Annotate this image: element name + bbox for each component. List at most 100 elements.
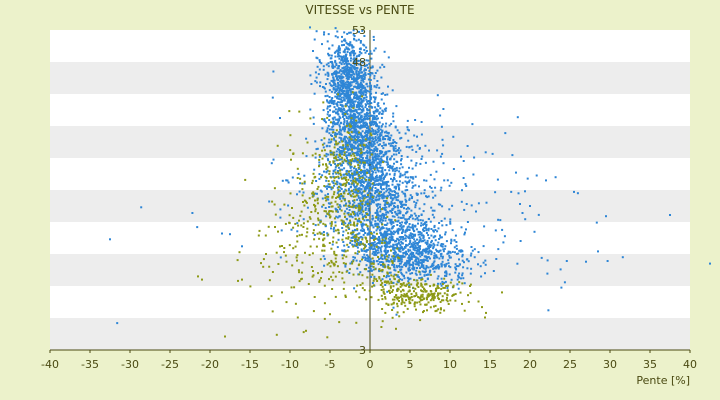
data-point: [369, 79, 372, 81]
data-point: [473, 248, 476, 251]
data-point: [354, 58, 357, 61]
data-point: [236, 259, 239, 262]
data-point: [384, 237, 387, 240]
data-point: [418, 207, 421, 210]
data-point: [347, 200, 350, 203]
data-point: [395, 283, 398, 286]
data-point: [504, 132, 507, 135]
data-point: [376, 183, 379, 186]
data-point: [348, 76, 351, 78]
data-point: [346, 249, 349, 252]
data-point: [412, 252, 415, 254]
data-point: [344, 222, 347, 225]
data-point: [383, 215, 385, 218]
data-point: [372, 171, 375, 174]
data-point: [342, 197, 345, 200]
data-point: [373, 156, 376, 159]
data-point: [427, 256, 430, 259]
data-point: [320, 277, 322, 280]
data-point: [323, 245, 326, 248]
data-point: [395, 105, 398, 108]
data-point: [299, 214, 302, 217]
data-point: [332, 76, 335, 79]
data-point: [417, 253, 420, 255]
data-point: [377, 158, 380, 161]
data-point: [360, 248, 363, 251]
data-point: [332, 193, 335, 196]
data-point: [450, 181, 453, 184]
data-point: [387, 150, 390, 153]
data-point: [313, 203, 315, 206]
data-point: [354, 191, 357, 194]
data-point: [365, 239, 368, 242]
data-point: [412, 235, 415, 238]
y-tick-label: 48: [352, 56, 366, 69]
data-point: [424, 251, 427, 254]
data-point: [314, 71, 317, 74]
data-point: [309, 26, 311, 29]
data-point: [388, 267, 391, 270]
data-point: [369, 162, 372, 164]
data-point: [229, 233, 231, 236]
data-point: [333, 72, 336, 75]
data-point: [410, 257, 413, 259]
data-point: [347, 187, 350, 190]
data-point: [341, 164, 343, 167]
data-point: [365, 298, 368, 301]
data-point: [352, 77, 355, 80]
data-point: [350, 143, 353, 146]
data-point: [347, 145, 349, 148]
data-point: [285, 260, 288, 263]
data-point: [451, 250, 454, 253]
data-point: [375, 260, 378, 263]
data-point: [358, 189, 361, 192]
data-point: [344, 57, 346, 60]
data-point: [330, 247, 333, 250]
x-tick-label: 30: [603, 358, 617, 371]
data-point: [441, 257, 444, 260]
data-point: [375, 155, 378, 158]
data-point: [367, 270, 370, 273]
data-point: [286, 179, 289, 182]
data-point: [420, 262, 423, 265]
data-point: [337, 108, 340, 111]
data-point: [336, 104, 339, 107]
data-point: [395, 327, 397, 330]
data-point: [281, 245, 283, 247]
data-point: [340, 219, 343, 222]
data-point: [344, 294, 347, 297]
data-point: [399, 244, 402, 247]
data-point: [325, 152, 328, 155]
data-point: [362, 199, 365, 202]
data-point: [328, 138, 331, 141]
data-point: [415, 263, 417, 266]
data-point: [369, 90, 372, 93]
data-point: [436, 250, 439, 253]
data-point: [427, 245, 430, 248]
data-point: [301, 194, 304, 197]
data-point: [397, 238, 399, 241]
data-point: [339, 155, 342, 158]
data-point: [367, 184, 370, 187]
data-point: [419, 299, 422, 302]
data-point: [345, 91, 348, 94]
data-point: [352, 256, 355, 259]
data-point: [420, 276, 423, 279]
data-point: [316, 57, 319, 60]
data-point: [386, 241, 389, 244]
data-point: [358, 168, 361, 170]
data-point: [342, 220, 345, 223]
data-point: [332, 118, 335, 121]
data-point: [365, 216, 367, 219]
data-point: [414, 245, 417, 248]
data-point: [320, 232, 323, 235]
data-point: [381, 170, 384, 173]
data-point: [392, 147, 395, 150]
data-point: [352, 92, 355, 95]
data-point: [484, 259, 487, 262]
data-point: [366, 199, 369, 202]
data-point: [406, 170, 409, 173]
data-point: [345, 140, 347, 143]
data-point: [375, 118, 378, 121]
data-point: [300, 271, 303, 274]
